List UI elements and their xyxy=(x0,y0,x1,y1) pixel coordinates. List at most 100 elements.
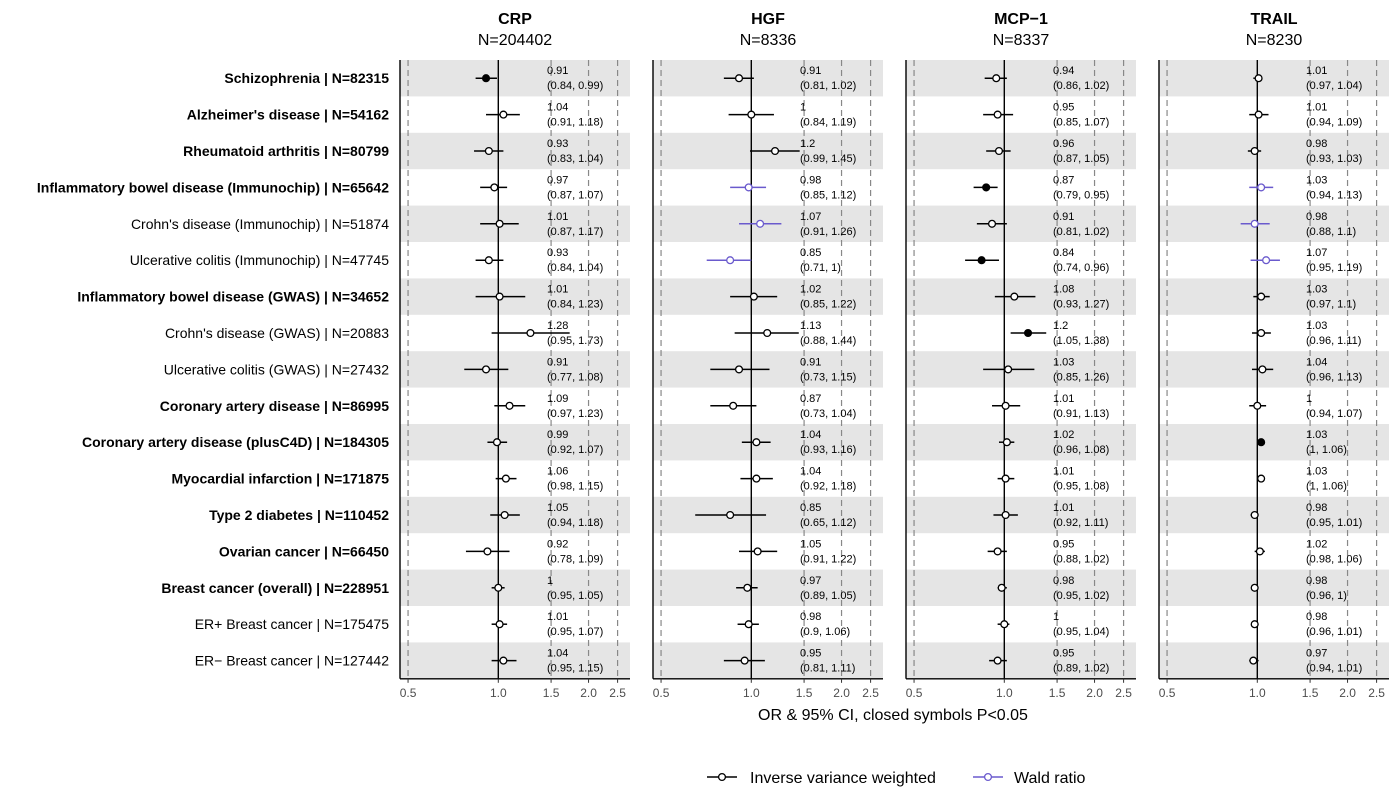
point-estimate xyxy=(1010,292,1019,301)
point-estimate xyxy=(495,292,504,301)
point-estimate xyxy=(484,256,493,265)
point-estimate xyxy=(1257,292,1266,301)
panel-title: HGF xyxy=(751,11,785,28)
x-tick-label: 2.5 xyxy=(609,686,626,700)
point-estimate xyxy=(992,74,1001,83)
point-estimate xyxy=(994,146,1004,156)
point-estimate xyxy=(749,292,758,301)
legend-label-wald: Wald ratio xyxy=(1014,770,1086,787)
ci-label: (0.73, 1.15) xyxy=(800,371,856,383)
ci-label: (0.87, 1.07) xyxy=(547,189,603,201)
row-stripe xyxy=(400,424,630,461)
ci-label: (0.93, 1.16) xyxy=(800,444,856,456)
or-label: 0.85 xyxy=(800,502,821,514)
x-axis-label: OR & 95% CI, closed symbols P<0.05 xyxy=(758,707,1028,724)
ci-label: (0.78, 1.09) xyxy=(547,553,603,565)
ci-label: (0.95, 1.02) xyxy=(1053,590,1109,602)
ci-label: (0.83, 1.04) xyxy=(547,153,603,165)
row-stripe xyxy=(1159,205,1389,242)
panel-title: MCP−1 xyxy=(994,11,1048,28)
or-label: 1.03 xyxy=(1306,284,1327,296)
or-label: 1.02 xyxy=(800,284,821,296)
ci-label: (0.95, 1.05) xyxy=(547,590,603,602)
row-stripe xyxy=(653,60,883,97)
row-stripe xyxy=(1159,569,1389,606)
point-estimate xyxy=(505,401,514,410)
ci-label: (0.84, 1.04) xyxy=(547,262,603,274)
ci-label: (0.85, 1.22) xyxy=(800,299,856,311)
ci-label: (0.84, 1.19) xyxy=(800,117,856,129)
or-label: 1.01 xyxy=(1306,102,1327,114)
point-estimate xyxy=(977,256,986,265)
row-stripe xyxy=(906,642,1136,679)
or-label: 1.05 xyxy=(800,538,821,550)
point-estimate xyxy=(726,256,735,265)
point-estimate xyxy=(495,620,504,629)
ci-label: (0.81, 1.02) xyxy=(1053,226,1109,238)
or-label: 1.07 xyxy=(800,211,821,223)
panel-title: CRP xyxy=(498,11,532,28)
point-estimate xyxy=(763,328,772,338)
point-estimate xyxy=(752,438,761,447)
or-label: 1.05 xyxy=(547,502,568,514)
or-label: 1.03 xyxy=(1306,174,1327,186)
panel-subtitle: N=8230 xyxy=(1246,32,1303,49)
ci-label: (0.93, 1.27) xyxy=(1053,299,1109,311)
outcome-label: Alzheimer's disease | N=54162 xyxy=(187,107,389,123)
or-label: 0.98 xyxy=(1306,211,1327,223)
x-tick-label: 1.0 xyxy=(743,686,760,700)
or-label: 0.87 xyxy=(800,393,821,405)
point-estimate xyxy=(752,474,761,483)
point-estimate xyxy=(1257,438,1266,447)
point-estimate xyxy=(997,583,1006,592)
ci-label: (0.87, 1.05) xyxy=(1053,153,1109,165)
row-stripe xyxy=(906,424,1136,461)
ci-label: (0.81, 1.11) xyxy=(800,663,855,675)
ci-label: (0.98, 1.06) xyxy=(1306,553,1362,565)
ci-label: (0.92, 1.07) xyxy=(547,444,603,456)
ci-label: (0.98, 1.15) xyxy=(547,481,603,493)
or-label: 0.93 xyxy=(547,247,568,259)
row-stripe xyxy=(400,132,630,170)
ci-label: (0.97, 1.1) xyxy=(1306,299,1356,311)
ci-label: (0.97, 1.23) xyxy=(547,408,603,420)
ci-label: (0.88, 1.02) xyxy=(1053,553,1109,565)
or-label: 0.98 xyxy=(1306,611,1327,623)
row-stripe xyxy=(400,60,630,97)
or-label: 0.98 xyxy=(800,174,821,186)
ci-label: (0.86, 1.02) xyxy=(1053,80,1109,92)
ci-label: (0.88, 1.1) xyxy=(1306,226,1356,238)
ci-label: (0.65, 1.12) xyxy=(800,517,856,529)
or-label: 1.01 xyxy=(547,211,568,223)
or-label: 0.95 xyxy=(1053,648,1074,660)
point-estimate xyxy=(1023,328,1033,338)
or-label: 1 xyxy=(1053,611,1059,623)
or-label: 0.97 xyxy=(547,174,568,186)
x-tick-label: 0.5 xyxy=(1159,686,1176,700)
row-stripe xyxy=(1159,278,1389,315)
point-estimate xyxy=(490,183,499,192)
outcome-label: Inflammatory bowel disease (Immunochip) … xyxy=(37,179,389,195)
point-estimate xyxy=(993,547,1002,556)
ci-label: (0.95, 1.08) xyxy=(1053,481,1109,493)
ci-label: (0.95, 1.07) xyxy=(547,626,603,638)
or-label: 0.95 xyxy=(1053,538,1074,550)
outcome-label: Coronary artery disease (plusC4D) | N=18… xyxy=(82,434,389,450)
point-estimate xyxy=(501,474,510,483)
point-estimate xyxy=(1004,365,1013,374)
or-label: 1.01 xyxy=(547,284,568,296)
point-estimate xyxy=(744,620,753,629)
point-estimate xyxy=(734,74,744,83)
or-label: 0.84 xyxy=(1053,247,1074,259)
point-estimate xyxy=(1001,510,1010,520)
point-estimate xyxy=(743,583,752,592)
point-estimate xyxy=(1250,219,1259,228)
ci-label: (0.9, 1.06) xyxy=(800,626,850,638)
or-label: 1.01 xyxy=(1306,65,1327,77)
ci-label: (0.73, 1.04) xyxy=(800,408,856,420)
or-label: 0.97 xyxy=(800,575,821,587)
point-estimate xyxy=(1258,365,1267,374)
outcome-label: Crohn's disease (GWAS) | N=20883 xyxy=(165,325,389,341)
or-label: 1.2 xyxy=(800,138,815,150)
